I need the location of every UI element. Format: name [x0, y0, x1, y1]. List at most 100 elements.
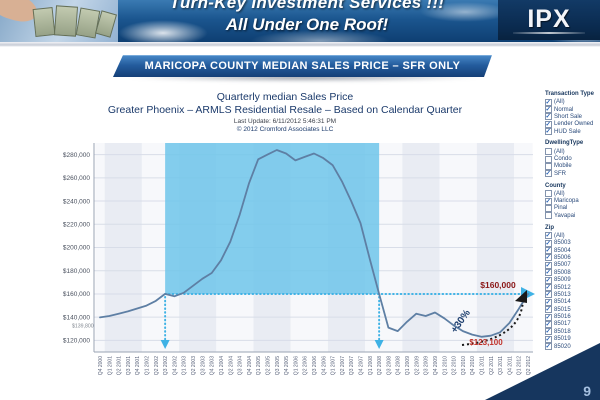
filter-item-label[interactable]: Yavapai [554, 212, 576, 219]
filter-item[interactable]: 85017 [545, 320, 600, 328]
filter-checkbox[interactable] [545, 148, 552, 156]
x-axis-label: Q2 2003 [191, 356, 197, 375]
filter-item[interactable]: 85016 [545, 313, 600, 321]
filter-item[interactable]: Pinal [545, 204, 600, 212]
y-axis-label: $260,000 [63, 175, 90, 182]
filter-item[interactable]: 85012 [545, 283, 600, 291]
x-axis-label: Q4 2008 [396, 356, 402, 375]
x-axis-label: Q3 2007 [349, 356, 355, 375]
filter-item[interactable]: 85006 [545, 253, 600, 262]
filter-item[interactable]: (All) [545, 190, 600, 198]
x-axis-label: Q4 2009 [433, 356, 439, 375]
x-axis-label: Q1 2010 [442, 356, 448, 375]
slide-title: Turn-Key Investment Services !!! All Und… [122, 0, 492, 35]
y-axis-label: $220,000 [63, 221, 90, 228]
filter-item-label[interactable]: 85018 [554, 328, 571, 335]
filter-item-label[interactable]: Lender Owned [554, 121, 594, 128]
x-axis-label: Q4 2004 [247, 356, 253, 375]
filter-item-label[interactable]: 85017 [554, 321, 571, 328]
banner-divider [0, 42, 600, 47]
filter-item-label[interactable]: 85015 [554, 306, 571, 313]
filter-item-label[interactable]: 85008 [554, 269, 571, 276]
filter-item-label[interactable]: Normal [554, 106, 574, 113]
filter-item-label[interactable]: 85016 [554, 314, 571, 321]
y-axis-label: $240,000 [63, 198, 90, 205]
filter-item-label[interactable]: 85009 [554, 277, 571, 284]
filter-item[interactable]: 85004 [545, 246, 600, 255]
filter-checkbox[interactable] [545, 169, 552, 178]
filter-item[interactable]: 85018 [545, 327, 600, 336]
x-axis-label: Q3 2010 [461, 356, 467, 375]
ipx-logo-tagline-rule [513, 31, 585, 34]
filter-item-label[interactable]: (All) [554, 99, 565, 106]
chart-update-note: Last Update: 6/11/2012 5:46:31 PM [233, 118, 337, 125]
x-axis-label: Q3 2001 [126, 356, 132, 375]
filter-item-label[interactable]: Mobile [554, 163, 572, 170]
filter-item-label[interactable]: (All) [554, 190, 565, 197]
filter-item[interactable]: 85008 [545, 268, 600, 277]
filter-checkbox[interactable] [545, 127, 552, 136]
filter-item-label[interactable]: HUD Sale [554, 128, 581, 135]
filter-item[interactable]: Mobile [545, 162, 600, 170]
filter-checkbox[interactable] [545, 197, 552, 205]
filter-item[interactable]: 85013 [545, 290, 600, 299]
filter-item[interactable]: 85007 [545, 261, 600, 269]
median-price-chart: $120,000 $140,000 $160,000 $180,000 $200,000… [0, 85, 545, 397]
filter-checkbox[interactable] [545, 155, 552, 163]
filter-item-label[interactable]: SFR [554, 170, 566, 177]
x-axis-label: Q1 2007 [331, 356, 337, 375]
filter-item[interactable]: 85014 [545, 298, 600, 306]
filter-item[interactable]: Condo [545, 155, 600, 163]
chart-plot-area: $120,000 $140,000 $160,000 $180,000 $200,000… [63, 143, 535, 375]
ipx-logo-text: IPX [527, 4, 571, 33]
filter-checkbox[interactable] [545, 204, 552, 212]
filter-item[interactable]: HUD Sale [545, 127, 600, 136]
growth-arrow [461, 298, 524, 346]
x-axis-label: Q3 2006 [312, 356, 318, 375]
filter-item-label[interactable]: 85014 [554, 299, 571, 306]
filter-item[interactable]: Normal [545, 105, 600, 114]
filter-item[interactable]: Yavapai [545, 212, 600, 220]
x-axis-label: Q1 2004 [219, 356, 225, 375]
filter-item-label[interactable]: 85007 [554, 262, 571, 269]
filter-item-label[interactable]: 85003 [554, 240, 571, 247]
filter-item-label[interactable]: 85006 [554, 254, 571, 261]
filter-item-label[interactable]: Condo [554, 156, 572, 163]
x-axis-label: Q3 2003 [200, 356, 206, 375]
filter-item-label[interactable]: Short Sale [554, 113, 583, 120]
top-banner: Turn-Key Investment Services !!! All Und… [0, 0, 600, 52]
filter-item-label[interactable]: Pinal [554, 205, 568, 212]
filter-item-label[interactable]: 85012 [554, 284, 571, 291]
x-axis-label: Q3 2004 [238, 356, 244, 375]
y-axis-label: $200,000 [63, 245, 90, 252]
filter-item-label[interactable]: 85013 [554, 291, 571, 298]
filter-item-label[interactable]: 85004 [554, 247, 571, 254]
y-axis-label: $180,000 [63, 268, 90, 275]
filter-item-label[interactable]: (All) [554, 232, 565, 239]
corner-wedge [485, 343, 600, 400]
filter-item[interactable]: (All) [545, 98, 600, 106]
filter-item[interactable]: SFR [545, 169, 600, 178]
filter-item-label[interactable]: Maricopa [554, 198, 579, 205]
filter-item-label[interactable]: (All) [554, 148, 565, 155]
filter-checkbox[interactable] [545, 212, 552, 220]
x-axis-label: Q1 2006 [293, 356, 299, 375]
filter-item[interactable]: 85003 [545, 239, 600, 247]
filter-section-title: DwellingType [545, 140, 584, 147]
filter-item[interactable]: (All) [545, 231, 600, 240]
x-axis-label: Q2 2002 [154, 356, 160, 375]
ipx-logo: IPX [498, 0, 600, 40]
x-axis-label: Q4 2003 [210, 356, 216, 375]
filter-item-label[interactable]: 85019 [554, 336, 571, 343]
filter-item[interactable]: Maricopa [545, 197, 600, 205]
filter-item[interactable]: 85009 [545, 276, 600, 284]
x-axis-label: Q4 2000 [98, 356, 104, 375]
filter-item[interactable]: 85019 [545, 335, 600, 343]
filter-item[interactable]: Short Sale [545, 112, 600, 121]
filter-item[interactable]: 85015 [545, 305, 600, 314]
filter-item[interactable]: Lender Owned [545, 120, 600, 128]
x-axis-label: Q1 2011 [479, 356, 485, 375]
filter-item[interactable]: (All) [545, 148, 600, 156]
down-arrowhead [374, 340, 384, 349]
y-axis-label: $280,000 [63, 152, 90, 159]
